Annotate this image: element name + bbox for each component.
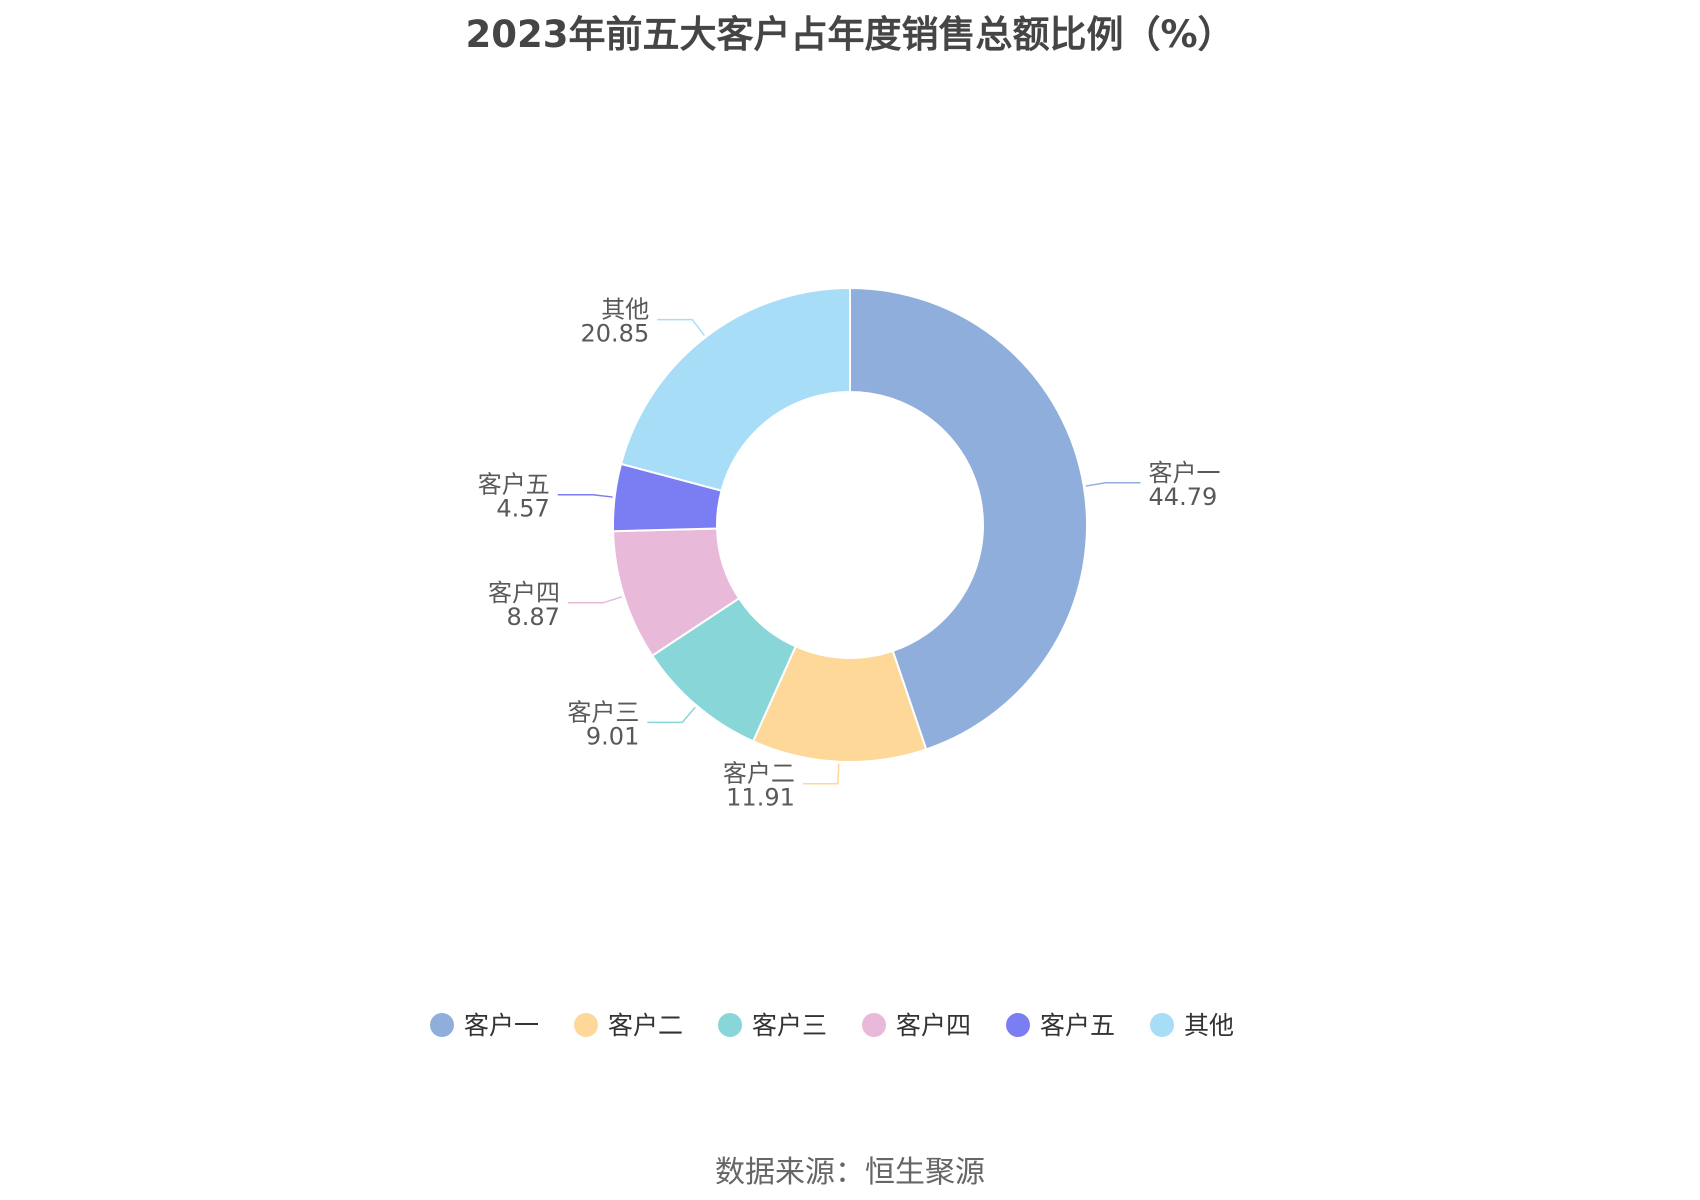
leader-line	[1085, 482, 1141, 487]
slice-category-label: 客户四	[488, 579, 560, 607]
legend-marker	[1006, 1013, 1030, 1037]
legend-label: 客户三	[752, 1011, 827, 1040]
data-source: 数据来源：恒生聚源	[715, 1155, 985, 1190]
slice-category-label: 客户五	[478, 471, 550, 499]
slice-category-label: 其他	[601, 296, 649, 324]
legend-marker	[862, 1013, 886, 1037]
legend-item-客户五[interactable]: 客户五	[1006, 1011, 1115, 1040]
legend-label: 客户四	[896, 1011, 971, 1040]
slice-value-label: 20.85	[581, 320, 650, 348]
legend-label: 客户五	[1040, 1011, 1115, 1040]
legend-item-客户二[interactable]: 客户二	[574, 1011, 683, 1040]
legend-item-客户一[interactable]: 客户一	[430, 1011, 539, 1040]
slice-value-label: 44.79	[1149, 483, 1218, 511]
slice-value-label: 11.91	[726, 784, 795, 812]
legend-label: 客户一	[464, 1011, 539, 1040]
slice-category-label: 客户三	[567, 698, 639, 726]
leader-line	[802, 763, 840, 785]
leader-line	[567, 596, 623, 604]
slice-客户一[interactable]	[849, 286, 1088, 751]
slice-其他[interactable]	[619, 286, 851, 492]
slices	[612, 286, 1088, 763]
slice-category-label: 客户二	[723, 760, 795, 788]
leader-line	[647, 706, 696, 724]
legend-marker	[574, 1013, 598, 1037]
legend-label: 客户二	[608, 1011, 683, 1040]
legend-label: 其他	[1184, 1011, 1234, 1040]
chart-title: 2023年前五大客户占年度销售总额比例（%）	[465, 13, 1235, 56]
legend: 客户一 客户二 客户三 客户四 客户五 其他	[430, 1011, 1234, 1040]
legend-item-客户四[interactable]: 客户四	[862, 1011, 971, 1040]
legend-item-客户三[interactable]: 客户三	[718, 1011, 827, 1040]
slice-category-label: 客户一	[1149, 459, 1221, 487]
legend-marker	[718, 1013, 742, 1037]
legend-marker	[1150, 1013, 1174, 1037]
slice-value-label: 9.01	[586, 722, 639, 750]
leader-line	[557, 493, 613, 498]
legend-marker	[430, 1013, 454, 1037]
leader-line	[657, 318, 706, 336]
legend-item-其他[interactable]: 其他	[1150, 1011, 1234, 1040]
slice-value-label: 4.57	[496, 495, 549, 523]
slice-value-label: 8.87	[507, 603, 560, 631]
